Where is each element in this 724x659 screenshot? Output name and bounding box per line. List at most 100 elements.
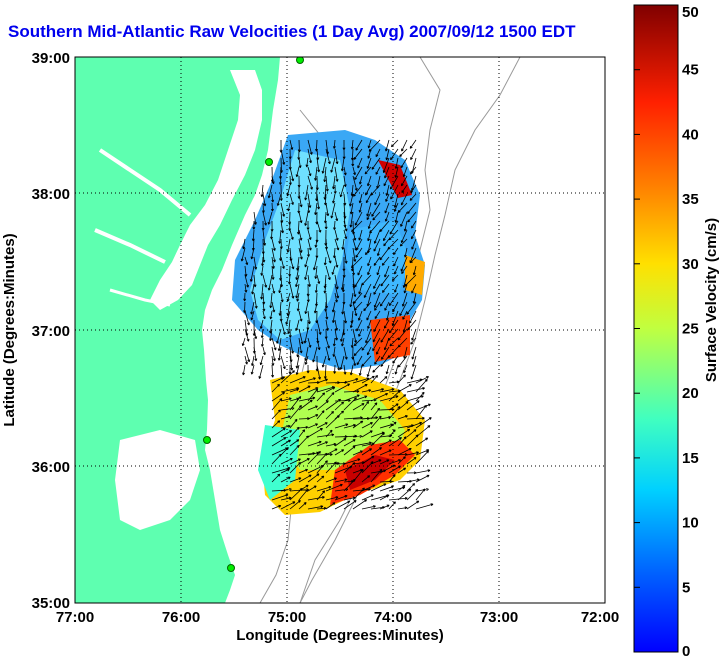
velocity-vector bbox=[269, 310, 273, 320]
velocity-vector bbox=[381, 346, 390, 360]
velocity-vector bbox=[343, 462, 356, 474]
velocity-vector bbox=[313, 301, 318, 314]
velocity-vector bbox=[373, 229, 381, 244]
velocity-vector bbox=[412, 265, 417, 276]
velocity-vector bbox=[240, 247, 246, 262]
velocity-vector bbox=[410, 229, 417, 240]
velocity-vector bbox=[316, 433, 335, 438]
velocity-vector bbox=[289, 458, 301, 465]
velocity-vector bbox=[280, 496, 292, 501]
velocity-vector bbox=[334, 256, 339, 268]
velocity-vector bbox=[376, 247, 381, 257]
velocity-vector bbox=[298, 328, 304, 345]
velocity-vector bbox=[316, 378, 328, 384]
velocity-vector bbox=[379, 449, 392, 456]
velocity-vector bbox=[242, 364, 246, 376]
velocity-vector bbox=[289, 426, 300, 438]
velocity-vector bbox=[370, 447, 382, 456]
velocity-vector bbox=[403, 346, 408, 359]
velocity-vector bbox=[379, 494, 389, 501]
velocity-vector bbox=[363, 301, 372, 312]
velocity-vector bbox=[280, 439, 291, 447]
velocity-vector bbox=[415, 403, 431, 411]
plot-frame bbox=[74, 56, 606, 604]
velocity-vector bbox=[388, 292, 399, 307]
velocity-vector bbox=[393, 202, 399, 212]
velocity-vector bbox=[388, 459, 401, 465]
x-axis-label: Longitude (Degrees:Minutes) bbox=[236, 627, 444, 644]
velocity-vector bbox=[354, 274, 363, 288]
velocity-vector bbox=[352, 499, 368, 510]
velocity-vector bbox=[307, 473, 320, 483]
velocity-vector bbox=[307, 505, 324, 510]
velocity-vector bbox=[334, 500, 351, 510]
velocity-vector bbox=[334, 229, 339, 241]
velocity-vector bbox=[295, 274, 300, 288]
velocity-vector bbox=[415, 469, 431, 474]
velocity-vector bbox=[269, 328, 273, 342]
velocity-vector bbox=[334, 423, 349, 429]
velocity-vector bbox=[286, 292, 291, 302]
velocity-vector bbox=[316, 392, 326, 402]
velocity-vector bbox=[379, 376, 388, 384]
velocity-vector bbox=[343, 458, 361, 465]
velocity-vector bbox=[307, 202, 311, 214]
velocity-vector bbox=[289, 396, 302, 411]
velocity-vector bbox=[316, 485, 332, 492]
velocity-vector bbox=[380, 274, 390, 287]
velocity-vector bbox=[410, 337, 417, 345]
velocity-vector bbox=[260, 337, 264, 347]
velocity-vector bbox=[332, 139, 336, 149]
velocity-vector bbox=[349, 202, 354, 215]
velocity-vector bbox=[304, 256, 309, 268]
velocity-vector bbox=[316, 441, 328, 447]
velocity-vector bbox=[287, 202, 291, 212]
velocity-vector bbox=[340, 328, 345, 342]
x-tick-label: 77:00 bbox=[56, 609, 94, 626]
velocity-vector bbox=[389, 319, 399, 334]
velocity-vector bbox=[352, 450, 363, 456]
velocity-vector bbox=[323, 283, 327, 294]
velocity-vector bbox=[353, 148, 363, 160]
velocity-vector bbox=[312, 256, 318, 271]
velocity-vector bbox=[388, 406, 401, 420]
velocity-vector bbox=[397, 447, 412, 456]
velocity-vector bbox=[397, 484, 406, 492]
velocity-vector bbox=[390, 148, 399, 161]
velocity-vector bbox=[304, 355, 309, 365]
velocity-vector bbox=[251, 283, 255, 295]
velocity-vector bbox=[384, 265, 390, 278]
velocity-vector bbox=[307, 485, 317, 492]
velocity-vector bbox=[352, 328, 358, 343]
velocity-vector bbox=[271, 175, 275, 185]
velocity-vector bbox=[316, 490, 326, 501]
velocity-vector bbox=[316, 337, 321, 351]
velocity-vector bbox=[334, 319, 339, 331]
velocity-vector bbox=[406, 456, 417, 465]
velocity-vector bbox=[388, 229, 399, 241]
colorbar-tick-label: 50 bbox=[682, 4, 699, 21]
velocity-vector bbox=[253, 328, 258, 340]
velocity-vector bbox=[384, 166, 390, 179]
velocity-vector bbox=[406, 471, 417, 475]
velocity-vector bbox=[241, 337, 246, 347]
velocity-vector bbox=[271, 256, 275, 269]
velocity-vector bbox=[280, 447, 289, 456]
velocity-vector bbox=[271, 346, 276, 362]
velocity-vector bbox=[250, 301, 255, 315]
velocity-vector bbox=[289, 166, 295, 182]
velocity-vector bbox=[367, 220, 372, 229]
velocity-vector bbox=[325, 337, 330, 349]
velocity-vector bbox=[316, 460, 328, 474]
velocity-vector bbox=[373, 292, 381, 308]
velocity-vector bbox=[397, 436, 407, 447]
velocity-vector bbox=[397, 202, 408, 213]
velocity-vector bbox=[357, 265, 363, 276]
velocity-vector bbox=[307, 405, 318, 411]
velocity-vector bbox=[332, 175, 336, 190]
velocity-vector bbox=[253, 292, 258, 309]
velocity-vector bbox=[367, 265, 372, 276]
velocity-vector bbox=[366, 157, 372, 169]
inland-river-3 bbox=[109, 288, 171, 307]
velocity-vector bbox=[393, 247, 399, 256]
